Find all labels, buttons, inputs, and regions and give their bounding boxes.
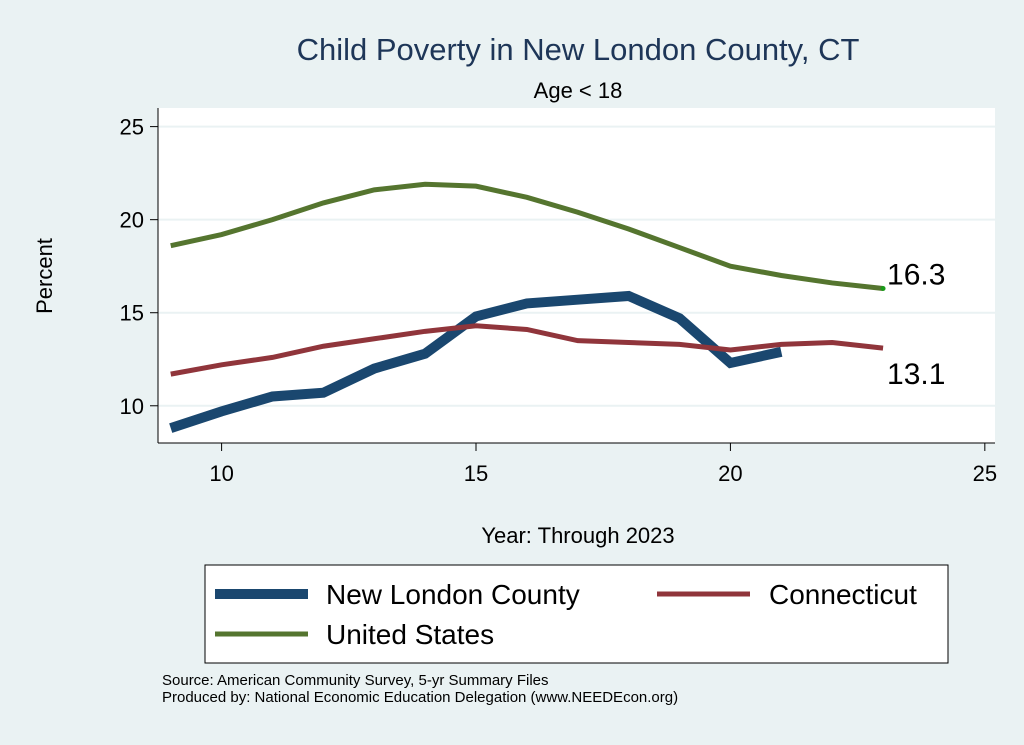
x-tick-label: 25 [973,461,997,486]
x-tick-label: 15 [464,461,488,486]
annotation-label: 16.3 [887,259,945,292]
legend-label: United States [326,619,494,650]
y-tick-label: 25 [120,115,144,140]
annotation-label: 13.1 [887,358,945,391]
x-tick-label: 20 [718,461,742,486]
series-line-united-states [170,181,884,292]
legend-label: New London County [326,579,580,610]
x-tick-label: 10 [209,461,233,486]
produced-note: Produced by: National Economic Education… [162,689,679,706]
series-line-connecticut [170,323,884,377]
series-line-new-london-county [169,290,783,433]
chart-title: Child Poverty in New London County, CT [297,32,860,67]
y-tick-label: 15 [120,301,144,326]
legend [204,564,949,664]
chart-subtitle: Age < 18 [534,78,623,103]
source-note: Source: American Community Survey, 5-yr … [162,672,549,689]
y-tick-label: 10 [120,394,144,419]
legend-label: Connecticut [769,579,917,610]
y-tick-label: 20 [120,208,144,233]
x-axis-label: Year: Through 2023 [481,523,674,548]
y-axis-label: Percent [32,238,57,314]
end-marker [880,286,886,292]
plot-area [158,108,995,443]
